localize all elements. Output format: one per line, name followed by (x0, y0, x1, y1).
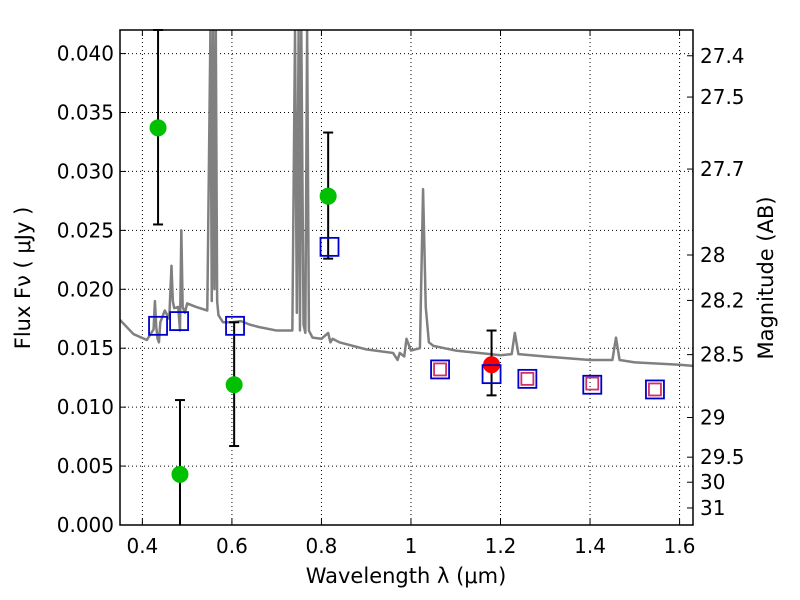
y-tick-label: 0.000 (57, 513, 114, 537)
mag-tick-label: 27.5 (700, 85, 745, 109)
x-tick-label: 1 (405, 534, 418, 558)
mag-tick-label: 28.2 (700, 288, 745, 312)
series-layer (120, 30, 693, 368)
mag-tick-label: 29 (700, 406, 725, 430)
y-tick-label: 0.030 (57, 159, 114, 183)
model-square (225, 315, 245, 336)
model-square (430, 359, 450, 380)
mag-tick-label: 28.5 (700, 343, 745, 367)
y-axis-title: Flux Fν ( μJy ) (11, 207, 35, 350)
model-square (148, 315, 168, 336)
ticks-layer: 0.4 0.6 0.8 1 1.2 1.4 1.6 0.000 0.005 0.010 0.015 0… (57, 30, 745, 558)
mag-tick-label: 30 (700, 470, 725, 494)
data-point (319, 187, 337, 205)
x-tick-label: 0.8 (306, 534, 338, 558)
model-square (582, 374, 603, 395)
data-point (171, 465, 189, 483)
y-tick-label: 0.020 (57, 277, 114, 301)
model-square (169, 311, 189, 332)
data-point (225, 376, 243, 394)
mag-tick-label: 29.5 (700, 445, 745, 469)
mag-tick-label: 27.7 (700, 157, 745, 181)
model-square (585, 376, 600, 391)
points-layer (148, 29, 665, 525)
y-tick-label: 0.040 (57, 42, 114, 66)
model-square (520, 371, 535, 386)
spectrum-line (120, 30, 693, 368)
model-square (433, 362, 447, 377)
x-tick-label: 0.4 (126, 534, 158, 558)
grid-layer (120, 30, 693, 526)
x-tick-label: 1.2 (485, 534, 517, 558)
x-tick-label: 1.6 (664, 534, 696, 558)
data-point (149, 119, 167, 137)
y2-axis-title: Magnitude (AB) (754, 196, 778, 359)
x-axis-title: Wavelength λ (μm) (306, 564, 507, 588)
y-tick-label: 0.015 (57, 336, 114, 360)
plot-area (120, 29, 693, 525)
y-tick-label: 0.010 (57, 395, 114, 419)
model-square (517, 368, 538, 389)
x-tick-label: 1.4 (574, 534, 606, 558)
mag-tick-label: 27.4 (700, 44, 745, 68)
model-square (481, 364, 502, 385)
y-tick-label: 0.035 (57, 101, 114, 125)
model-square (645, 379, 665, 400)
mag-tick-label: 31 (700, 496, 725, 520)
mag-tick-label: 28 (700, 243, 725, 267)
y-tick-label: 0.025 (57, 218, 114, 242)
model-square (648, 382, 662, 397)
x-tick-label: 0.6 (216, 534, 248, 558)
plot-frame (119, 29, 694, 526)
y-tick-label: 0.005 (57, 454, 114, 478)
model-square (319, 236, 340, 257)
